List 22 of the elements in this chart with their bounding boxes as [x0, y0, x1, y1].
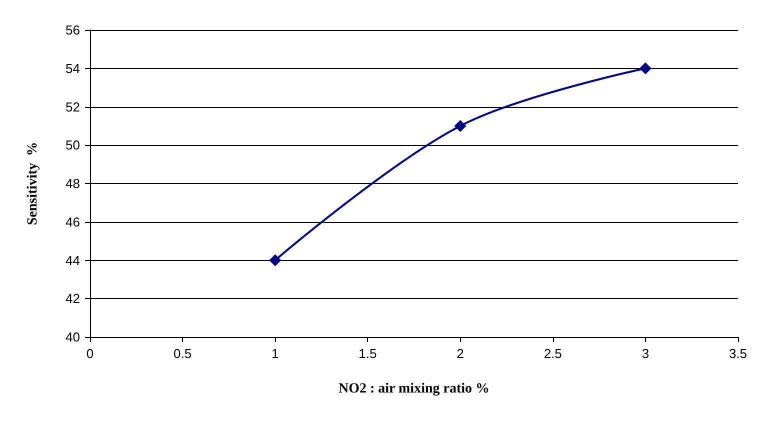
x-axis-title: NO2 : air mixing ratio % [338, 382, 490, 396]
x-tick-label: 0.5 [174, 346, 192, 361]
y-tick-label: 46 [66, 214, 80, 230]
y-tick-label: 48 [66, 176, 80, 191]
y-tick-label: 56 [66, 22, 80, 38]
point [454, 120, 466, 132]
x-tick-label: 3 [642, 346, 650, 361]
y-tick-label: 50 [66, 138, 80, 153]
y-tick-label: 52 [66, 99, 80, 114]
x-tick-label: 2 [456, 346, 464, 361]
x-tick-label: 1.5 [358, 346, 377, 361]
x-tick-label: 1 [272, 346, 279, 361]
point [639, 62, 652, 74]
x-tick-label: 2.5 [544, 346, 562, 361]
x-tick-label: 0 [86, 346, 94, 361]
x-tick-label: 3.5 [728, 346, 748, 361]
y-tick-label: 40 [66, 330, 80, 344]
y-tick-label: 44 [66, 252, 80, 268]
y-tick-label: 54 [66, 60, 80, 76]
y-axis-title: Sensitivity % [26, 142, 40, 226]
point [269, 254, 282, 266]
y-tick-label: 42 [66, 291, 80, 306]
